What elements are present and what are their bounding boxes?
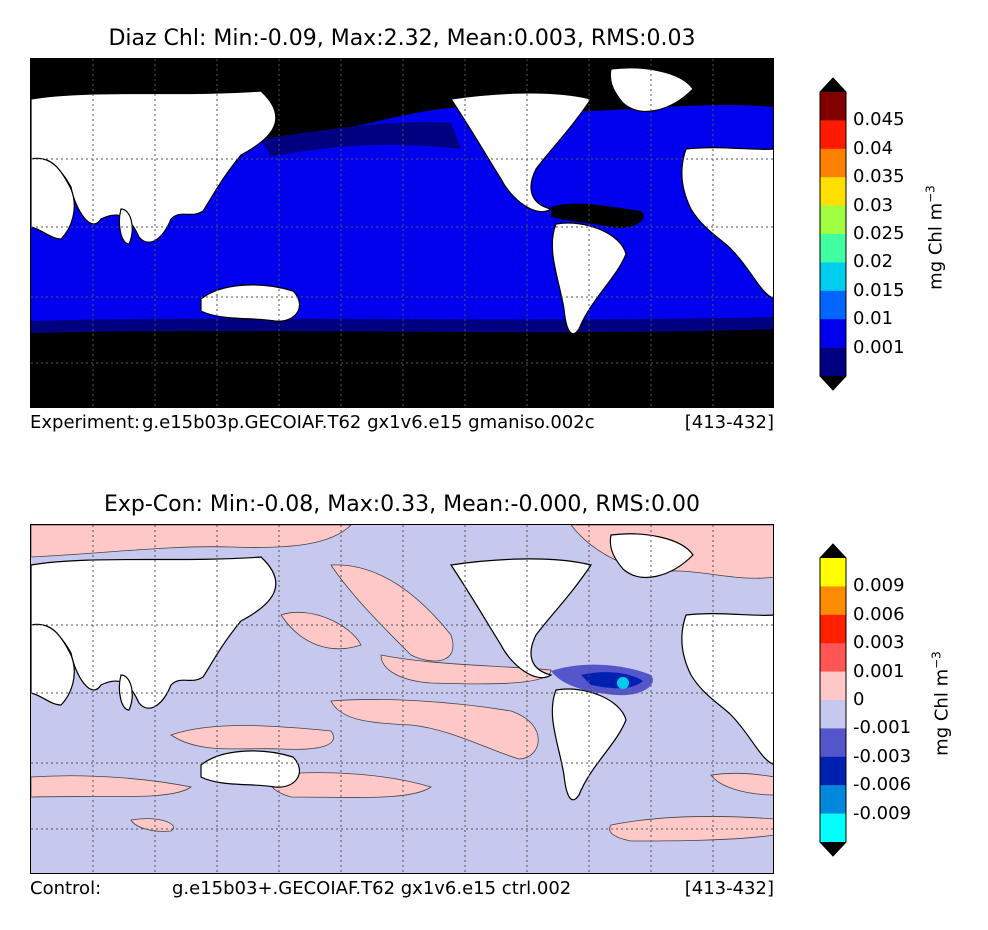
top-map-canvas: [31, 59, 773, 407]
bottom-colorbar-segment: [820, 813, 846, 843]
bottom-footer-run: g.e15b03+.GECOIAF.T62 gx1v6.e15 ctrl.002: [172, 878, 572, 899]
bottom-footer-range: [413-432]: [684, 878, 774, 899]
top-colorbar-segment: [820, 347, 846, 377]
top-footer-range: [413-432]: [684, 412, 774, 433]
bottom-colorbar-extend-min: [820, 842, 846, 856]
top-colorbar-tick-label: 0.01: [853, 308, 894, 330]
bottom-units-text: mg Chl m: [931, 668, 953, 756]
top-colorbar-frame: [819, 77, 847, 391]
bottom-colorbar-segment: [820, 671, 846, 701]
top-colorbar-tick-label: 0.025: [853, 223, 905, 244]
bottom-colorbar-tick-label: 0.003: [853, 632, 905, 654]
top-grid: [31, 59, 773, 407]
top-colorbar-segment: [820, 262, 846, 292]
bottom-land: [31, 533, 773, 801]
bottom-colorbar-segment: [820, 586, 846, 616]
top-land: [31, 67, 773, 335]
bottom-units-exponent: −3: [929, 651, 944, 669]
top-colorbar-segment: [820, 205, 846, 235]
bottom-colorbar: [819, 543, 847, 857]
top-footer-run: g.e15b03p.GECOIAF.T62 gx1v6.e15 gmaniso.…: [142, 412, 595, 433]
top-colorbar-segment: [820, 148, 846, 178]
top-colorbar-svg: [819, 77, 847, 391]
top-footer-label: Experiment:: [30, 412, 141, 433]
bottom-colorbar-tick-label: -0.009: [853, 802, 912, 824]
top-colorbar-extend-min: [820, 376, 846, 390]
top-antarctic-band: [31, 329, 773, 407]
top-colorbar-units: mg Chl m−3: [924, 183, 947, 293]
bottom-colorbar-segment: [820, 614, 846, 644]
bottom-colorbar-tick-label: 0.001: [853, 660, 905, 682]
top-colorbar-tick-label: 0.001: [853, 336, 905, 358]
top-colorbar-tick-label: 0.03: [853, 194, 894, 216]
top-subpolar-band: [261, 122, 461, 157]
bottom-colorbar-segment: [820, 700, 846, 729]
bottom-colorbar-segment: [820, 728, 846, 758]
top-colorbar-segment: [820, 319, 846, 348]
top-colorbar-segment: [820, 92, 846, 121]
bottom-colorbar-segment: [820, 756, 846, 786]
bottom-colorbar-svg: [819, 543, 847, 857]
top-caribbean-patch: [551, 203, 644, 228]
bottom-colorbar-tick-label: 0: [853, 689, 865, 710]
bottom-colorbar-tick-label: -0.001: [853, 717, 912, 739]
bottom-colorbar-tick-label: -0.006: [853, 774, 912, 796]
top-map-title: Diaz Chl: Min:-0.09, Max:2.32, Mean:0.00…: [108, 26, 696, 51]
top-colorbar-segment: [820, 177, 846, 206]
bottom-colorbar-units: mg Chl m−3: [930, 649, 953, 759]
bottom-colorbar-frame: [819, 543, 847, 857]
bottom-map-canvas: [31, 525, 773, 873]
bottom-colorbar-tick-label: -0.003: [853, 745, 912, 767]
top-colorbar-tick-label: 0.045: [853, 109, 905, 131]
bottom-colorbar-segment: [820, 643, 846, 672]
top-colorbar-tick-label: 0.04: [853, 137, 894, 159]
bottom-footer-label: Control:: [30, 878, 102, 899]
top-colorbar: [819, 77, 847, 391]
top-colorbar-tick-label: 0.02: [853, 251, 894, 273]
bottom-colorbar-tick-label: 0.009: [853, 575, 905, 597]
bottom-map: [30, 524, 774, 874]
top-units-exponent: −3: [923, 185, 938, 203]
top-colorbar-tick-label: 0.035: [853, 166, 905, 188]
top-colorbar-segment: [820, 120, 846, 150]
bottom-colorbar-tick-label: 0.006: [853, 603, 905, 625]
bottom-colorbar-segment: [820, 785, 846, 814]
bottom-colorbar-segment: [820, 558, 846, 587]
bottom-colorbar-extend-max: [820, 544, 846, 558]
top-units-text: mg Chl m: [925, 202, 947, 290]
top-colorbar-segment: [820, 234, 846, 263]
top-map: [30, 58, 774, 408]
top-colorbar-extend-max: [820, 78, 846, 92]
bottom-caribbean-anomaly: [551, 664, 653, 696]
top-colorbar-tick-label: 0.015: [853, 279, 905, 301]
bottom-map-title: Exp-Con: Min:-0.08, Max:0.33, Mean:-0.00…: [103, 492, 701, 517]
bottom-positive-regions: [31, 525, 773, 842]
top-colorbar-segment: [820, 290, 846, 320]
bottom-grid: [31, 525, 773, 873]
